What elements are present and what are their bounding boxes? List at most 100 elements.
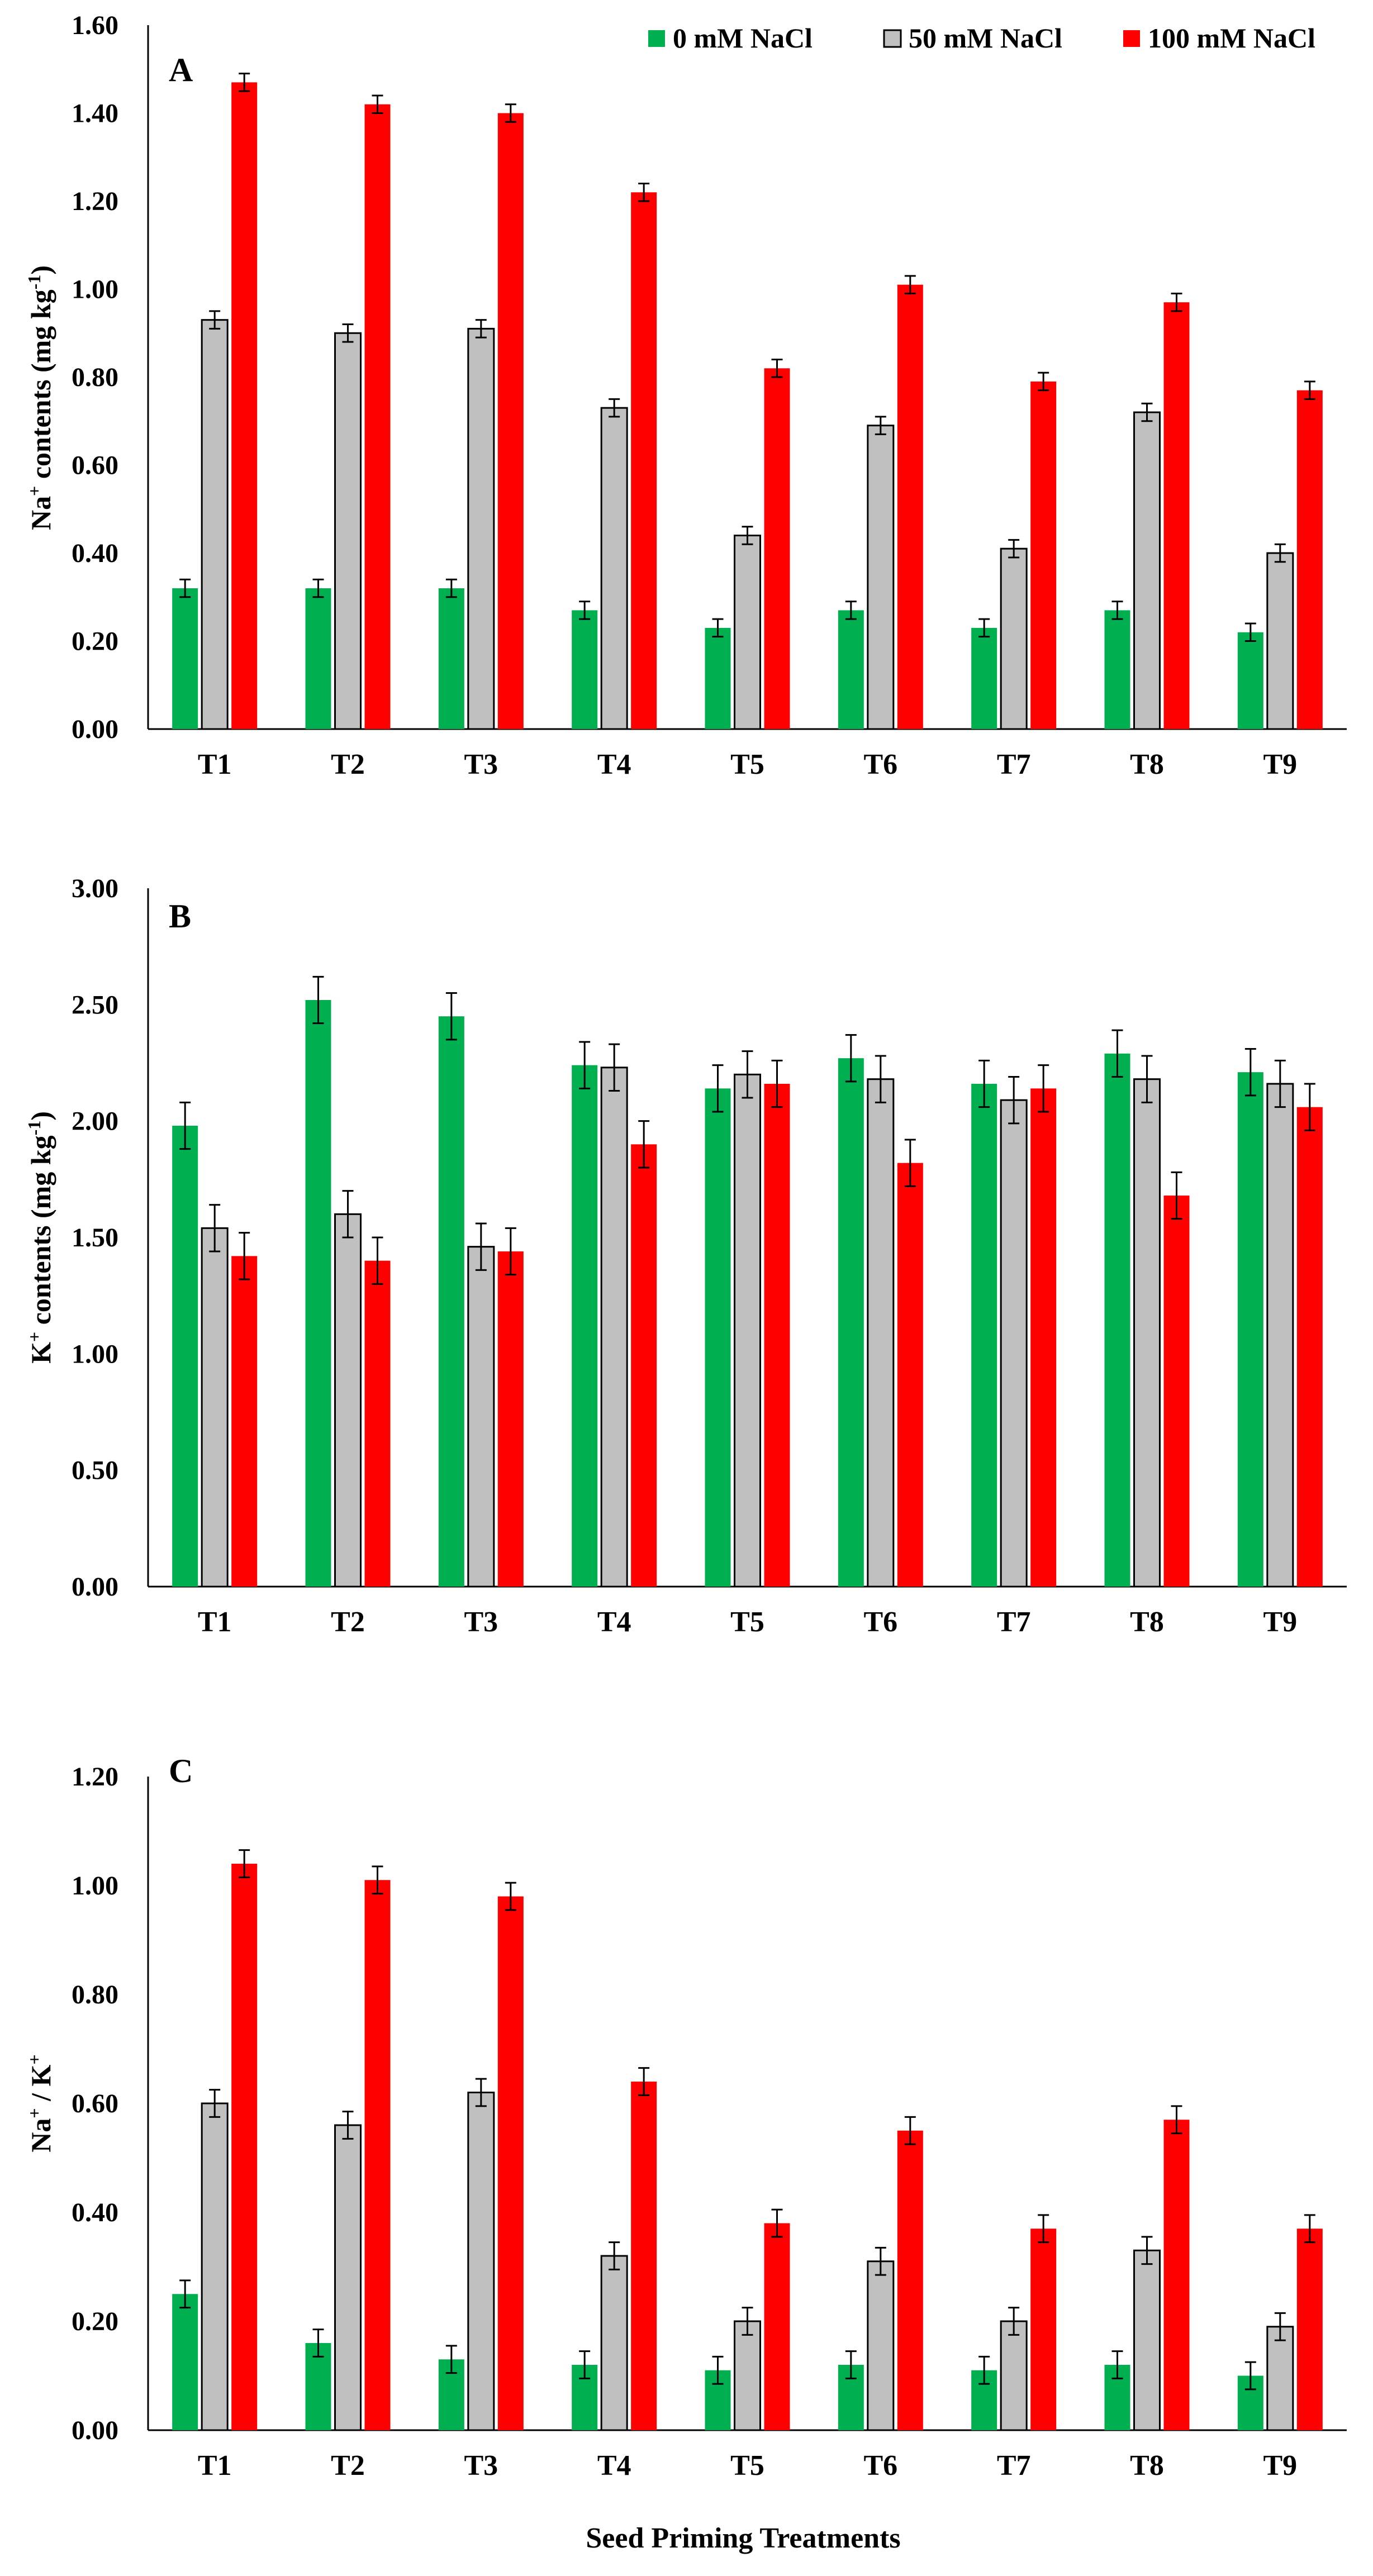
panel-b-category-label: T8 xyxy=(1130,1606,1164,1638)
panel-c-ytick-label: 1.20 xyxy=(72,1762,118,1792)
panel-a-ytick-label: 0.80 xyxy=(72,363,118,392)
panel-a-category-label: T1 xyxy=(198,749,232,780)
panel-a-bar-t4-s2 xyxy=(631,192,657,729)
legend-label-100mM: 100 mM NaCl xyxy=(1148,22,1315,54)
panel-b-bar-t8-s1 xyxy=(1133,1078,1161,1588)
panel-b-bar-t6-s2 xyxy=(897,1163,923,1587)
panel-a-bar-t9-s1 xyxy=(1266,552,1294,730)
panel-a-bar-t6-s2 xyxy=(897,284,923,729)
panel-b-ytick-label: 2.50 xyxy=(72,990,118,1020)
panel-a-ytick-label: 0.60 xyxy=(72,451,118,480)
panel-c-bar-t3-s2 xyxy=(497,1896,524,2430)
panel-c-bar-t6-s2 xyxy=(897,2130,923,2430)
panel-a-category-label: T8 xyxy=(1130,749,1164,780)
panel-b-bar-t1-s2 xyxy=(231,1256,258,1587)
panel-c-bar-t4-s2 xyxy=(631,2082,657,2430)
panel-b-category-label: T7 xyxy=(997,1606,1031,1638)
panel-b-bar-t3-s2 xyxy=(497,1251,524,1587)
panel-a-ytick-label: 0.20 xyxy=(72,627,118,656)
panel-c-category-label: T6 xyxy=(863,2450,897,2482)
panel-b-ytick-label: 0.50 xyxy=(72,1456,118,1485)
panel-a-ytick-label: 1.00 xyxy=(72,275,118,304)
panel-c-bar-t1-s1 xyxy=(201,2102,229,2431)
panel-c-category-label: T5 xyxy=(730,2450,764,2482)
panel-b-bar-t9-s1 xyxy=(1266,1083,1294,1588)
panel-b-ytick-label: 3.00 xyxy=(72,874,118,903)
panel-c-category-label: T2 xyxy=(331,2450,365,2482)
panel-b-bar-t5-s2 xyxy=(764,1084,790,1587)
panel-a-ytick-label: 0.40 xyxy=(72,539,118,568)
panel-c-bar-t5-s2 xyxy=(764,2223,790,2430)
panel-c-ytick-label: 1.00 xyxy=(72,1871,118,1901)
panel-b-bar-t3-s0 xyxy=(438,1016,464,1587)
panel-a-bar-t6-s0 xyxy=(838,610,864,729)
panel-letter-a: A xyxy=(169,51,193,88)
panel-b-bar-t9-s0 xyxy=(1237,1072,1263,1587)
panel-c-ytick-label: 0.00 xyxy=(72,2416,118,2445)
panel-b-ytick-label: 0.00 xyxy=(72,1572,118,1602)
panel-c-bar-t2-s2 xyxy=(364,1880,391,2430)
panel-b-bar-t9-s2 xyxy=(1296,1107,1323,1587)
panel-b-bar-t4-s2 xyxy=(631,1144,657,1587)
panel-a-ytick-label: 1.60 xyxy=(72,11,118,40)
panel-a-bar-t3-s1 xyxy=(467,327,495,730)
panel-c-category-label: T9 xyxy=(1263,2450,1297,2482)
panel-b-bar-t6-s1 xyxy=(867,1078,895,1588)
panel-a-bar-t1-s1 xyxy=(201,319,229,730)
panel-b-bar-t8-s0 xyxy=(1104,1053,1130,1587)
panel-a-bar-t8-s1 xyxy=(1133,411,1161,730)
panel-c-category-label: T7 xyxy=(997,2450,1031,2482)
panel-b-bar-t4-s0 xyxy=(572,1065,598,1587)
panel-c-bar-t1-s2 xyxy=(231,1864,258,2430)
panel-b-category-label: T1 xyxy=(198,1606,232,1638)
panel-b-bar-t1-s1 xyxy=(201,1227,229,1588)
panel-c-ytick-label: 0.20 xyxy=(72,2307,118,2336)
panel-c-category-label: T8 xyxy=(1130,2450,1164,2482)
panel-a-bar-t6-s1 xyxy=(867,425,895,730)
panel-a-category-label: T3 xyxy=(464,749,498,780)
legend-swatch-50mM xyxy=(883,29,902,48)
panel-c-bar-t7-s2 xyxy=(1030,2229,1057,2430)
panel-c-ylabel: Na+ / K+ xyxy=(24,2054,56,2152)
panel-a-bar-t1-s0 xyxy=(172,588,198,729)
panel-b-category-label: T5 xyxy=(730,1606,764,1638)
panel-a-bar-t5-s1 xyxy=(734,535,761,730)
panel-b-bar-t1-s0 xyxy=(172,1126,198,1587)
legend-swatch-0mM xyxy=(648,30,665,47)
panel-b-bar-t2-s0 xyxy=(305,1000,331,1587)
bars-layer: 0.00 0.20 0.40 0.60 0.80 1.00 1.20 1.40 1.60 T1 T2… xyxy=(72,11,1347,2482)
panel-c-bar-t8-s1 xyxy=(1133,2249,1161,2431)
panel-b-ytick-label: 1.50 xyxy=(72,1223,118,1253)
panel-b-bar-t5-s0 xyxy=(705,1088,731,1587)
panel-b-bar-t3-s1 xyxy=(467,1246,495,1588)
panel-c-bar-t1-s0 xyxy=(172,2294,198,2430)
panel-c-bar-t5-s1 xyxy=(734,2320,761,2431)
panel-a-bar-t2-s1 xyxy=(334,332,362,730)
panel-a-bar-t7-s2 xyxy=(1030,381,1057,729)
panel-b-category-label: T2 xyxy=(331,1606,365,1638)
panel-a-category-label: T6 xyxy=(863,749,897,780)
panel-b-bar-t7-s2 xyxy=(1030,1088,1057,1587)
panel-a-bar-t8-s2 xyxy=(1163,302,1190,729)
panel-a-bar-t5-s0 xyxy=(705,627,731,729)
panel-a-bar-t4-s1 xyxy=(600,407,628,730)
panel-a-ylabel: Na+ contents (mg kg-1) xyxy=(24,265,56,530)
panel-b-ylabel: K+ contents (mg kg-1) xyxy=(24,1111,56,1364)
panel-b-category-label: T4 xyxy=(597,1606,631,1638)
panel-c-category-label: T3 xyxy=(464,2450,498,2482)
panel-b-bar-t7-s1 xyxy=(1000,1099,1028,1588)
panel-a-bar-t3-s2 xyxy=(497,113,524,729)
panel-b-ytick-label: 1.00 xyxy=(72,1339,118,1369)
x-axis-title: Seed Priming Treatments xyxy=(586,2522,900,2554)
panel-a-ytick-label: 1.40 xyxy=(72,99,118,128)
panel-a-category-label: T4 xyxy=(597,749,631,780)
panel-b-category-label: T6 xyxy=(863,1606,897,1638)
panel-b-ytick-label: 2.00 xyxy=(72,1107,118,1136)
panel-letter-b: B xyxy=(169,898,191,935)
panel-a-bar-t9-s2 xyxy=(1296,390,1323,729)
panel-c-bar-t7-s1 xyxy=(1000,2320,1028,2431)
panel-a-category-label: T5 xyxy=(730,749,764,780)
panel-c-bar-t6-s1 xyxy=(867,2260,895,2431)
panel-a-bar-t7-s0 xyxy=(971,627,997,729)
